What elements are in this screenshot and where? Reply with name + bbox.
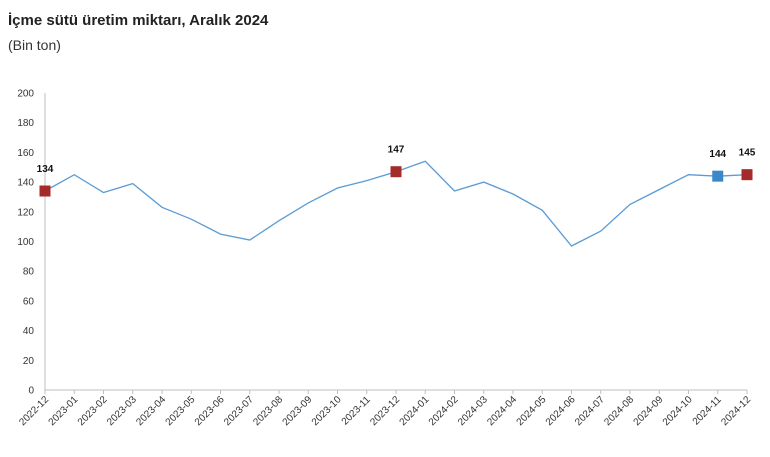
x-tick-label: 2024-10 <box>661 394 695 428</box>
x-tick-label: 2023-05 <box>164 394 198 428</box>
y-tick-label: 120 <box>17 207 34 218</box>
highlight-marker <box>741 169 753 181</box>
x-tick-label: 2022-12 <box>17 394 51 428</box>
highlight-marker <box>390 166 402 178</box>
data-label: 144 <box>709 149 726 160</box>
x-tick-label: 2023-08 <box>251 394 285 428</box>
y-tick-label: 0 <box>28 386 34 397</box>
x-tick-label: 2024-06 <box>544 394 578 428</box>
x-tick-label: 2024-01 <box>398 394 432 428</box>
x-tick-label: 2023-11 <box>340 394 374 428</box>
x-tick-label: 2023-09 <box>281 394 315 428</box>
x-tick-label: 2023-04 <box>134 394 168 428</box>
x-tick-label: 2024-09 <box>632 394 666 428</box>
chart-title: İçme sütü üretim miktarı, Aralık 2024 <box>8 12 269 29</box>
x-axis: 2022-122023-012023-022023-032023-042023-… <box>17 390 753 428</box>
y-tick-label: 140 <box>17 178 34 189</box>
data-label: 134 <box>37 164 54 175</box>
y-tick-label: 20 <box>23 356 35 367</box>
x-tick-label: 2024-08 <box>602 394 636 428</box>
highlight-marker <box>712 170 724 182</box>
x-tick-label: 2024-02 <box>427 394 461 428</box>
y-tick-label: 200 <box>17 89 34 100</box>
x-tick-label: 2024-04 <box>485 394 519 428</box>
chart-subtitle: (Bin ton) <box>8 37 61 53</box>
x-tick-label: 2023-06 <box>193 394 227 428</box>
x-tick-label: 2023-02 <box>76 394 110 428</box>
highlight-markers: 134 147 144 145 <box>37 145 756 197</box>
y-tick-label: 40 <box>23 326 35 337</box>
data-label: 145 <box>739 148 756 159</box>
y-tick-label: 100 <box>17 237 34 248</box>
x-tick-label: 2024-11 <box>691 394 725 428</box>
x-tick-label: 2023-03 <box>105 394 139 428</box>
x-tick-label: 2023-12 <box>368 394 402 428</box>
x-tick-label: 2024-03 <box>456 394 490 428</box>
y-tick-label: 180 <box>17 118 34 129</box>
x-tick-label: 2024-07 <box>573 394 607 428</box>
y-tick-label: 160 <box>17 148 34 159</box>
y-tick-label: 80 <box>23 267 35 278</box>
data-label: 147 <box>388 145 405 156</box>
x-tick-label: 2024-05 <box>515 394 549 428</box>
x-tick-label: 2023-01 <box>47 394 81 428</box>
axes <box>44 93 747 391</box>
x-tick-label: 2024-12 <box>719 394 753 428</box>
x-tick-label: 2023-07 <box>222 394 256 428</box>
y-tick-label: 60 <box>23 296 35 307</box>
y-axis: 0 20 40 60 80 100 120 140 160 180 200 <box>17 89 34 397</box>
x-tick-label: 2023-10 <box>310 394 344 428</box>
highlight-marker <box>39 185 51 197</box>
